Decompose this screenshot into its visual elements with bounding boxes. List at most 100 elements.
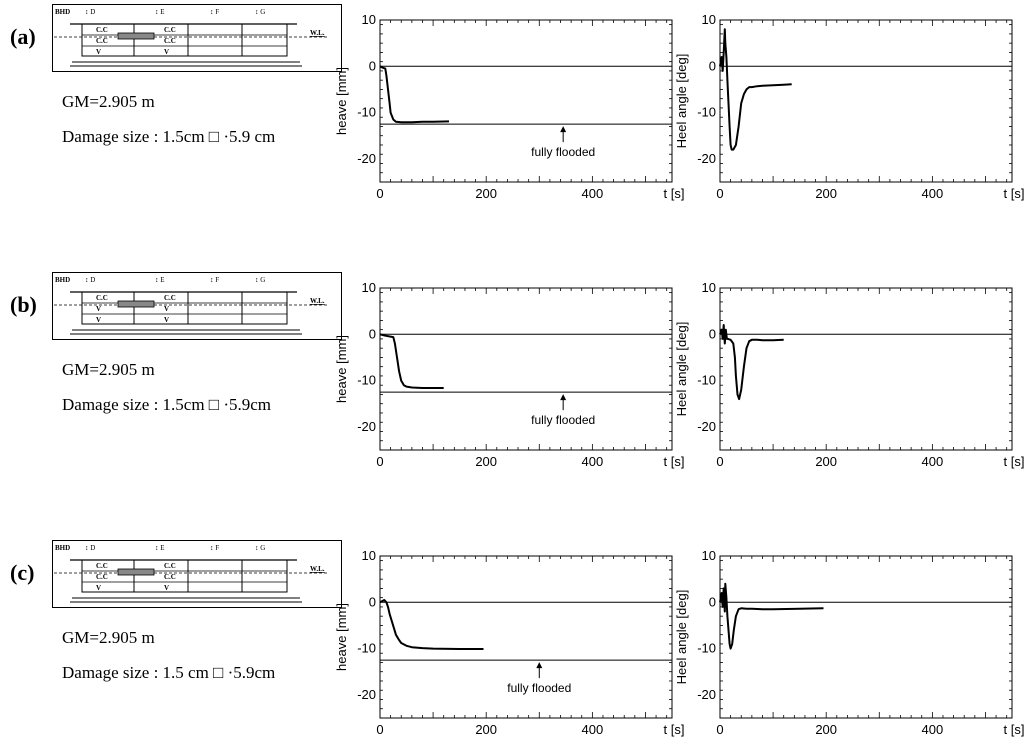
tank-schematic: BHD ↕ D ↕ E ↕ F ↕ G W.L. C.C C.C V C.C C.C V (52, 4, 342, 72)
tank-cell-label: C.C (96, 562, 108, 570)
damage-opening (117, 32, 155, 40)
x-tick-label: 400 (582, 186, 604, 201)
hull-outline (81, 559, 288, 593)
x-tick-label: 400 (582, 454, 604, 469)
column-label: ↕ E (155, 276, 165, 284)
x-tick-label: 200 (475, 454, 497, 469)
waterline-label: W.L. (310, 29, 325, 37)
tank-cell-label: C.C (164, 26, 176, 34)
x-tick-label: 0 (376, 186, 383, 201)
gm-text: GM=2.905 m (62, 628, 155, 647)
y-tick-label: 0 (369, 326, 376, 341)
x-tick-label: 400 (922, 722, 944, 737)
tank-schematic: BHD ↕ D ↕ E ↕ F ↕ G W.L. C.C C.C V C.C C.C V (52, 540, 342, 608)
plot-frame (379, 555, 673, 719)
x-axis-label: t [s] (664, 722, 685, 737)
waterline-label: W.L. (310, 297, 325, 305)
tank-cell-label: C.C (96, 294, 108, 302)
panel-row-a: (a) BHD ↕ D ↕ E ↕ F ↕ G W.L. C.C C.C V C.C C.C V GM… (0, 0, 1028, 220)
column-label: ↕ D (85, 544, 95, 552)
y-tick-label: -10 (697, 105, 716, 120)
tank-cell-label: C.C (96, 37, 108, 45)
damage-size-text: Damage size : 1.5 cm □ ·5.9cm (62, 663, 276, 682)
y-tick-label: -10 (697, 641, 716, 656)
y-axis-label: heave [mm] (334, 67, 349, 135)
heel-chart: 0 200 400 10 0 -10 -20 t [s] Heel angle [deg] (674, 548, 1024, 737)
annotation-label: fully flooded (507, 681, 571, 695)
series-line (379, 333, 444, 389)
column-label: ↕ D (85, 8, 95, 16)
heave-chart: 0 200 400 10 0 -10 -20 t [s] heave [mm] fully flo… (334, 12, 684, 201)
tank-cell-label: V (96, 305, 101, 313)
tank-cell-label: C.C (96, 26, 108, 34)
damage-opening (117, 300, 155, 308)
tank-cell-label: V (96, 316, 101, 324)
plot-frame (719, 555, 1013, 719)
series-line (719, 324, 784, 401)
y-tick-label: -20 (357, 151, 376, 166)
panel-row-b: (b) BHD ↕ D ↕ E ↕ F ↕ G W.L. C.C V V C.C V V GM=2.9… (0, 268, 1028, 488)
tank-cell-label: C.C (164, 37, 176, 45)
plot-frame (719, 287, 1013, 451)
y-tick-label: -20 (357, 687, 376, 702)
heel-chart: 0 200 400 10 0 -10 -20 t [s] Heel angle [deg] (674, 12, 1024, 201)
schematic-frame (52, 540, 342, 608)
y-tick-label: 10 (702, 280, 716, 295)
damage-size-text: Damage size : 1.5cm □ ·5.9 cm (62, 127, 276, 146)
tank-cell-label: V (164, 316, 169, 324)
series-line (379, 599, 484, 650)
column-label: ↕ F (210, 8, 219, 16)
tank-cell-label: V (164, 305, 169, 313)
annotation-label: fully flooded (531, 413, 595, 427)
y-tick-label: 10 (702, 12, 716, 27)
y-tick-label: -10 (357, 641, 376, 656)
y-tick-label: -20 (697, 419, 716, 434)
y-tick-label: 0 (709, 58, 716, 73)
tank-cell-label: C.C (164, 573, 176, 581)
x-tick-label: 200 (475, 722, 497, 737)
x-tick-label: 200 (475, 186, 497, 201)
y-tick-label: 10 (362, 280, 376, 295)
y-axis-label: heave [mm] (334, 335, 349, 403)
column-label: ↕ D (85, 276, 95, 284)
plot-frame (379, 287, 673, 451)
x-tick-label: 400 (922, 186, 944, 201)
tank-cell-label: C.C (96, 573, 108, 581)
column-label: ↕ G (255, 8, 265, 16)
tank-cell-label: V (96, 48, 101, 56)
x-tick-label: 200 (815, 186, 837, 201)
panel-row-c: (c) BHD ↕ D ↕ E ↕ F ↕ G W.L. C.C C.C V C.C C.C V GM… (0, 536, 1028, 756)
heave-chart: 0 200 400 10 0 -10 -20 t [s] heave [mm] fully flo… (334, 548, 684, 737)
y-axis-label: Heel angle [deg] (674, 54, 689, 149)
waterline-label: W.L. (310, 565, 325, 573)
annotation-arrowhead (536, 662, 543, 669)
hull-outline (81, 291, 288, 325)
y-tick-label: -20 (697, 687, 716, 702)
panel-label: (c) (10, 560, 35, 585)
plot-frame (719, 19, 1013, 183)
tank-cell-label: V (164, 48, 169, 56)
annotation-arrowhead (560, 126, 567, 133)
panel-label: (b) (10, 292, 37, 317)
y-tick-label: -10 (357, 373, 376, 388)
column-label: ↕ E (155, 8, 165, 16)
y-tick-label: 10 (362, 12, 376, 27)
series-line (719, 582, 824, 650)
bulkhead-label: BHD (55, 544, 70, 552)
tank-cell-label: V (164, 584, 169, 592)
schematic-frame (52, 4, 342, 72)
y-tick-label: -20 (357, 419, 376, 434)
bulkhead-label: BHD (55, 8, 70, 16)
bulkhead-label: BHD (55, 276, 70, 284)
heave-chart: 0 200 400 10 0 -10 -20 t [s] heave [mm] fully flo… (334, 280, 684, 469)
y-tick-label: 10 (362, 548, 376, 563)
y-axis-label: heave [mm] (334, 603, 349, 671)
series-line (379, 65, 450, 124)
x-tick-label: 200 (815, 722, 837, 737)
x-tick-label: 200 (815, 454, 837, 469)
y-tick-label: 0 (369, 594, 376, 609)
x-tick-label: 0 (716, 186, 723, 201)
annotation-label: fully flooded (531, 145, 595, 159)
x-tick-label: 400 (582, 722, 604, 737)
